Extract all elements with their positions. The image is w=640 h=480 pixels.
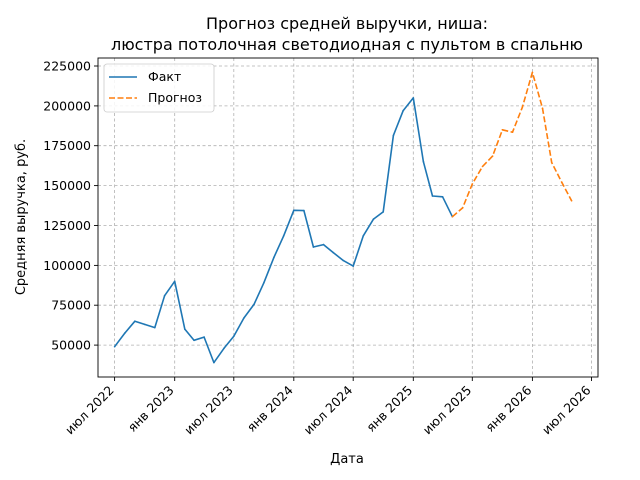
data-point [203, 336, 205, 338]
y-tick-label: 175000 [43, 138, 91, 153]
data-point [422, 160, 425, 163]
data-point [511, 131, 514, 133]
y-tick-label: 200000 [43, 98, 91, 113]
data-point [441, 196, 444, 198]
data-point [501, 129, 504, 131]
data-point [412, 97, 415, 99]
data-point [113, 345, 116, 348]
data-point [461, 207, 464, 209]
y-axis-label: Средняя выручка, руб. [14, 139, 29, 295]
data-point [263, 282, 265, 284]
data-point [293, 209, 295, 212]
x-axis-label: Дата [330, 452, 364, 467]
data-point [392, 134, 395, 137]
data-point [352, 265, 355, 267]
legend-label-fact: Факт [148, 69, 181, 84]
plot-area-frame [97, 57, 599, 378]
series-group [113, 71, 573, 364]
y-tick-label: 150000 [43, 178, 91, 193]
data-point [273, 256, 275, 259]
data-point [184, 328, 186, 330]
data-point [253, 303, 255, 306]
data-point [402, 109, 405, 112]
data-point [550, 161, 553, 164]
legend-box [103, 63, 215, 113]
data-point [491, 155, 494, 157]
chart-title-line-1: Прогноз средней выручки, ниша: [206, 14, 488, 33]
y-tick-label: 50000 [51, 338, 91, 353]
data-point [451, 215, 454, 218]
data-point [163, 294, 166, 297]
data-point [213, 361, 215, 364]
data-point [173, 280, 176, 283]
y-tick-label: 100000 [43, 258, 91, 273]
data-point [332, 251, 335, 254]
data-point [382, 211, 385, 213]
data-point [193, 339, 195, 342]
data-point [303, 209, 305, 212]
data-point [471, 183, 474, 185]
data-point [531, 71, 534, 74]
data-point [233, 335, 235, 338]
data-point [134, 320, 136, 323]
data-point [570, 200, 573, 202]
data-point [124, 332, 126, 334]
data-point [154, 326, 156, 329]
data-point [372, 218, 375, 220]
chart-title-line-2: люстра потолочная светодиодная с пультом… [111, 35, 583, 54]
y-tick-label: 75000 [51, 298, 91, 313]
data-point [561, 181, 563, 184]
data-point [322, 243, 325, 246]
legend: Факт Прогноз [103, 63, 215, 113]
data-point [481, 165, 484, 168]
y-tick-label: 225000 [43, 59, 91, 74]
data-point [243, 317, 245, 319]
data-point [431, 195, 434, 197]
data-point [541, 107, 544, 109]
data-point [342, 259, 345, 262]
data-point [312, 246, 315, 248]
legend-label-forecast: Прогноз [148, 90, 202, 105]
data-point [362, 235, 365, 237]
y-axis-ticks: 50000 75000 100000 125000 150000 175000 200000… [43, 59, 98, 353]
data-point [521, 106, 524, 109]
data-point [223, 347, 225, 350]
data-point [282, 235, 285, 237]
y-tick-label: 125000 [43, 218, 91, 233]
data-point [143, 323, 146, 326]
